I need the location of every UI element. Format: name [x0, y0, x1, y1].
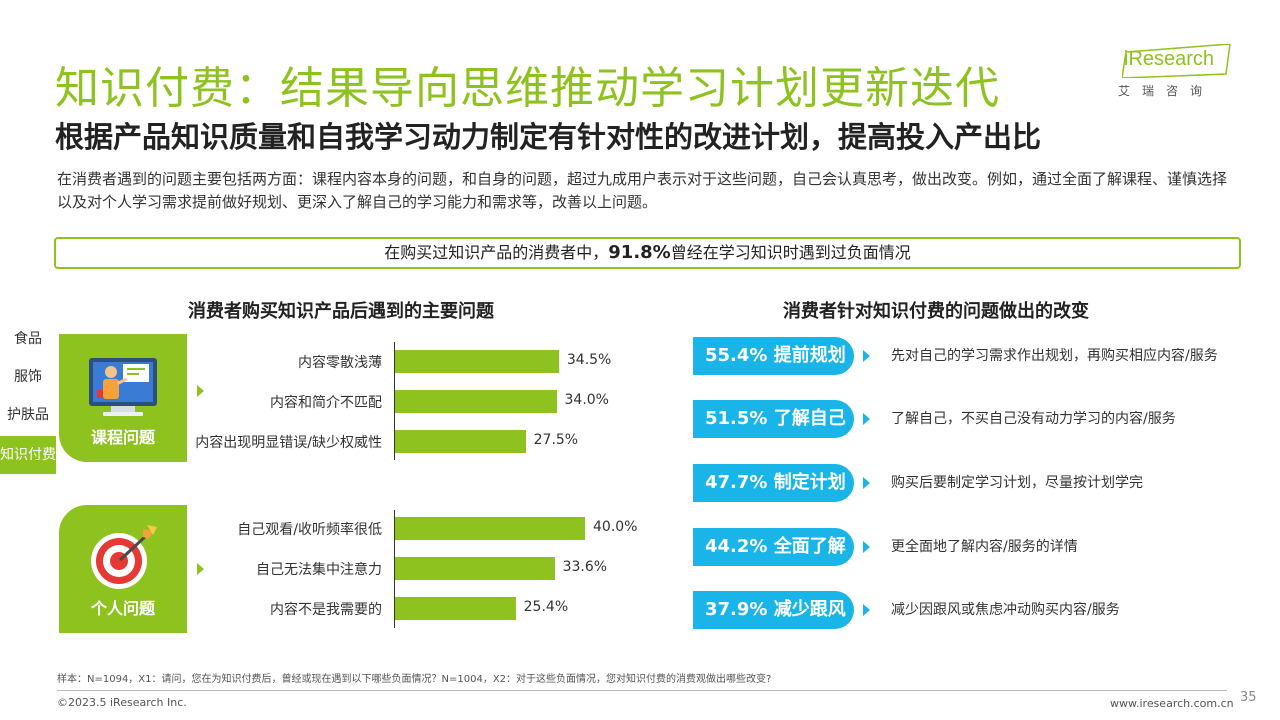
- page-subtitle: 根据产品知识质量和自我学习动力制定有针对性的改进计划，提高投入产出比: [55, 120, 1042, 154]
- change-description: 购买后要制定学习计划，尽量按计划学完: [891, 475, 1143, 491]
- bar-value-label: 33.6%: [562, 559, 608, 575]
- right-section-title: 消费者针对知识付费的问题做出的改变: [783, 301, 1089, 322]
- bar: [395, 517, 585, 540]
- group-card-personal: 个人问题: [59, 505, 187, 633]
- change-arrow-icon: [863, 477, 870, 489]
- key-finding-value: 91.8%: [608, 242, 671, 263]
- chart-axis-personal: [394, 510, 395, 628]
- side-category-tabs: 食品 服饰 护肤品 知识付费: [0, 320, 56, 474]
- change-description: 更全面地了解内容/服务的详情: [891, 539, 1078, 555]
- side-tab-knowledge-payment[interactable]: 知识付费: [0, 436, 56, 474]
- bar-value-label: 25.4%: [523, 599, 569, 615]
- bar-category-label: 自己观看/收听频率很低: [237, 522, 382, 538]
- key-finding-suffix: 曾经在学习知识时遇到过负面情况: [670, 243, 911, 262]
- side-tab-clothing[interactable]: 服饰: [14, 369, 42, 385]
- change-arrow-icon: [863, 541, 870, 553]
- change-pill: 44.2% 全面了解: [693, 528, 854, 566]
- change-description: 先对自己的学习需求作出规划，再购买相应内容/服务: [891, 348, 1218, 364]
- change-pill: 51.5% 了解自己: [693, 400, 854, 438]
- change-row: 37.9% 减少跟风 减少因跟风或焦虑冲动购买内容/服务: [693, 591, 1253, 629]
- monitor-teacher-icon: [89, 358, 157, 416]
- change-row: 51.5% 了解自己 了解自己，不买自己没有动力学习的内容/服务: [693, 400, 1253, 438]
- group-label-course: 课程问题: [90, 428, 155, 447]
- iresearch-logo: iResearch 艾瑞咨询: [1116, 40, 1232, 100]
- bar: [395, 597, 516, 620]
- page-title: 知识付费：结果导向思维推动学习计划更新迭代: [55, 63, 1000, 114]
- bar-category-label: 内容不是我需要的: [270, 602, 382, 618]
- change-row: 55.4% 提前规划 先对自己的学习需求作出规划，再购买相应内容/服务: [693, 337, 1253, 375]
- bar-value-label: 34.0%: [564, 392, 609, 408]
- logo-banner-icon: [1122, 44, 1231, 78]
- bar-category-label: 内容和简介不匹配: [270, 395, 382, 411]
- bar-value-label: 34.5%: [566, 352, 612, 368]
- copyright: ©2023.5 iResearch Inc.: [57, 696, 187, 709]
- bar-category-label: 自己无法集中注意力: [256, 562, 382, 578]
- group-arrow-personal-icon: [197, 563, 204, 575]
- bar-category-label: 内容零散浅薄: [298, 355, 382, 371]
- logo-brand-text: iResearch: [1124, 48, 1215, 70]
- intro-text: 在消费者遇到的问题主要包括两方面：课程内容本身的问题，和自身的问题，超过九成用户…: [57, 170, 1228, 211]
- change-pill: 55.4% 提前规划: [693, 337, 854, 375]
- key-finding-box: 在购买过知识产品的消费者中，91.8%曾经在学习知识时遇到过负面情况: [54, 237, 1241, 269]
- key-finding-prefix: 在购买过知识产品的消费者中，: [384, 243, 609, 262]
- logo-brand-cn: 艾瑞咨询: [1118, 84, 1215, 98]
- change-arrow-icon: [863, 350, 870, 362]
- change-pill: 47.7% 制定计划: [693, 464, 854, 502]
- website-link[interactable]: www.iresearch.com.cn: [1110, 697, 1234, 710]
- bar: [395, 430, 526, 453]
- change-arrow-icon: [863, 604, 870, 616]
- group-arrow-course-icon: [197, 385, 204, 397]
- page-number: 35: [1240, 690, 1257, 705]
- group-label-personal: 个人问题: [90, 599, 155, 618]
- side-tab-food[interactable]: 食品: [14, 331, 42, 347]
- footer-divider: [57, 690, 1227, 691]
- group-card-course: 课程问题: [59, 334, 187, 462]
- bar-value-label: 27.5%: [533, 432, 579, 448]
- chart-axis-course: [394, 342, 395, 460]
- change-row: 44.2% 全面了解 更全面地了解内容/服务的详情: [693, 528, 1253, 566]
- change-pill: 37.9% 减少跟风: [693, 591, 854, 629]
- left-section-title: 消费者购买知识产品后遇到的主要问题: [188, 301, 494, 322]
- change-arrow-icon: [863, 413, 870, 425]
- bar: [395, 557, 555, 580]
- target-arrow-icon: [91, 525, 157, 589]
- side-tab-skincare[interactable]: 护肤品: [7, 407, 49, 423]
- bar: [395, 350, 559, 373]
- change-row: 47.7% 制定计划 购买后要制定学习计划，尽量按计划学完: [693, 464, 1253, 502]
- bar-category-label: 内容出现明显错误/缺少权威性: [195, 435, 382, 451]
- bar-value-label: 40.0%: [593, 519, 638, 535]
- change-description: 了解自己，不买自己没有动力学习的内容/服务: [891, 411, 1176, 427]
- change-description: 减少因跟风或焦虑冲动购买内容/服务: [891, 602, 1120, 618]
- footnote: 样本：N=1094，X1：请问，您在为知识付费后，曾经或现在遇到以下哪些负面情况…: [57, 674, 772, 685]
- bar: [395, 390, 557, 413]
